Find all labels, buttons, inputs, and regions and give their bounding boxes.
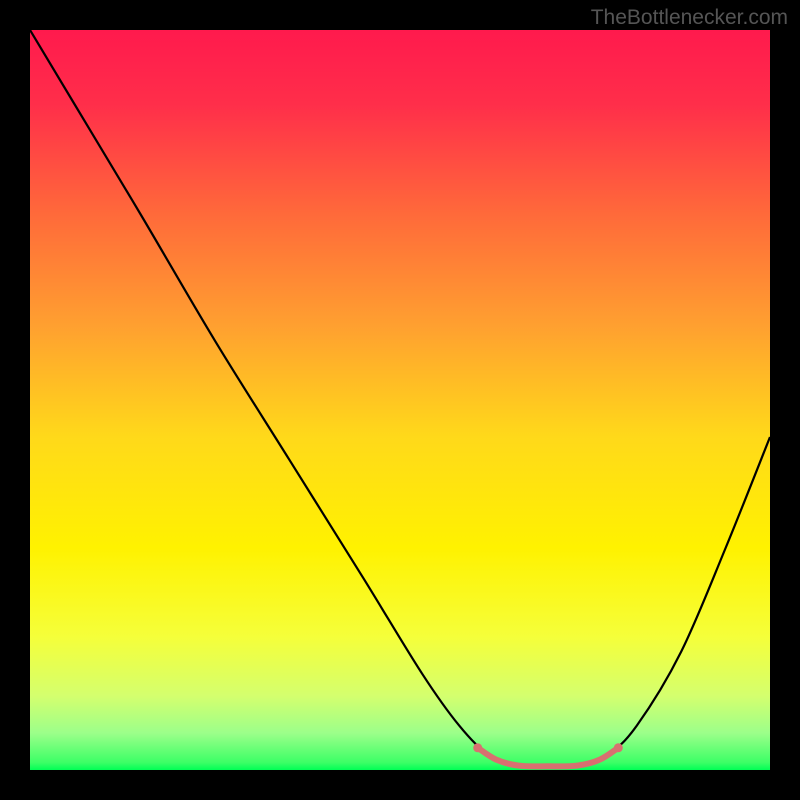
curve-layer (30, 30, 770, 770)
watermark-text: TheBottlenecker.com (591, 6, 788, 30)
bottleneck-curve (30, 30, 770, 768)
highlight-segment (478, 748, 619, 767)
plot-area (30, 30, 770, 770)
highlight-endpoints (473, 743, 623, 752)
